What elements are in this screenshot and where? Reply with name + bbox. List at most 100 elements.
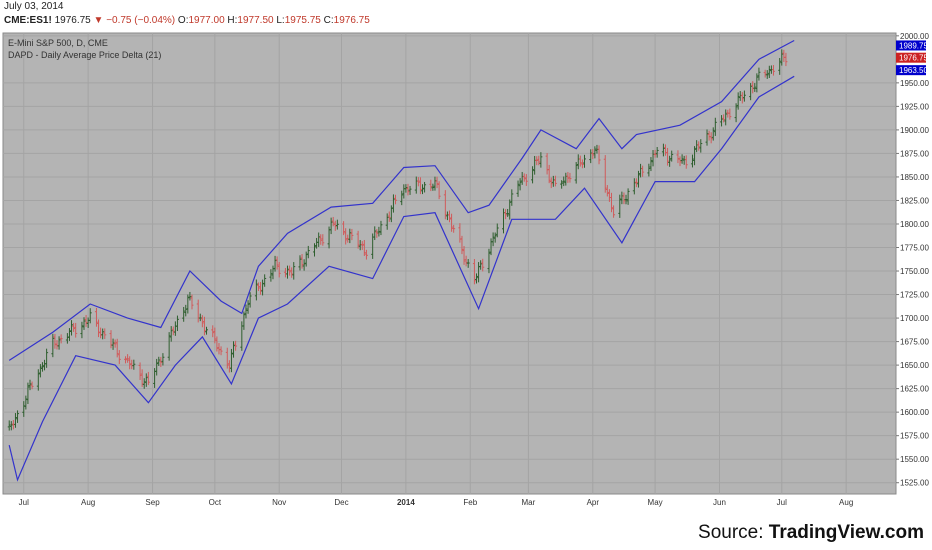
ohlc-bar [423, 181, 427, 193]
ohlc-bar [736, 92, 740, 110]
ohlc-bar [140, 369, 144, 387]
ohlc-bar [421, 184, 425, 195]
ohlc-bar [666, 147, 670, 166]
high-value: 1977.50 [237, 15, 274, 26]
ohlc-bar [53, 333, 57, 349]
y-tick-label: 1775.00 [900, 244, 929, 253]
x-tick-label: Jun [713, 498, 726, 507]
ohlc-bar [713, 117, 717, 136]
y-tick-label: 1700.00 [900, 314, 929, 323]
x-tick-label: Dec [334, 498, 348, 507]
y-tick-label: 1750.00 [900, 267, 929, 276]
price-marker-box [896, 65, 926, 76]
ohlc-bar [38, 364, 42, 378]
ohlc-bar [722, 114, 726, 123]
upper-band-line [8, 39, 795, 361]
ohlc-bar [350, 228, 354, 241]
ohlc-bar [780, 49, 784, 66]
ohlc-bar [466, 259, 470, 268]
ohlc-bar [28, 379, 32, 391]
ohlc-bar [394, 194, 398, 205]
ohlc-bar [144, 373, 148, 387]
indicator-title: DAPD - Daily Average Price Delta (21) [8, 50, 161, 60]
ohlc-bar [504, 209, 508, 220]
ohlc-bar [286, 265, 290, 279]
ohlc-bar [661, 143, 665, 157]
ohlc-bar [452, 224, 456, 233]
ohlc-bar [684, 155, 688, 169]
ohlc-bar [184, 304, 188, 317]
ohlc-bar [418, 177, 422, 195]
ohlc-bar [510, 189, 514, 206]
x-tick-label: Jul [777, 498, 787, 507]
y-tick-label: 1800.00 [900, 220, 929, 229]
ohlc-bar [605, 185, 609, 197]
price-marker: 1976.75 [896, 52, 928, 63]
ohlc-bar [111, 338, 115, 350]
y-tick-label: 1675.00 [900, 338, 929, 347]
ohlc-bar [508, 199, 512, 220]
ohlc-bar [580, 159, 584, 169]
ohlc-bar [574, 162, 578, 184]
ohlc-bar [711, 127, 715, 141]
plot-area[interactable] [2, 32, 897, 495]
ohlc-bar [275, 256, 279, 270]
ohlc-bar [321, 234, 325, 246]
last-price: 1976.75 [54, 15, 91, 26]
ohlc-bar [13, 413, 17, 428]
price-marker-label: 1963.50 [899, 66, 928, 75]
ohlc-bar [373, 226, 377, 241]
ohlc-bar [387, 211, 391, 222]
ohlc-bar [182, 306, 186, 322]
ohlc-bar [263, 274, 267, 287]
ohlc-bar [88, 308, 92, 324]
ohlc-bar [313, 243, 317, 257]
ohlc-bar [142, 378, 146, 389]
price-change: ▼ −0.75 (−0.04%) [93, 15, 176, 26]
ohlc-bar [16, 410, 20, 423]
ohlc-bar [167, 332, 171, 361]
ohlc-bar [124, 356, 128, 364]
ohlc-bar [302, 259, 306, 271]
ohlc-bar [242, 311, 246, 330]
y-tick-label: 1600.00 [900, 408, 929, 417]
y-tick-label: 1950.00 [900, 79, 929, 88]
ohlc-bar [26, 382, 30, 404]
ohlc-bar [344, 228, 348, 245]
low-value: 1975.75 [284, 15, 321, 26]
ohlc-bar [597, 145, 601, 165]
ohlc-bar [618, 194, 622, 218]
ohlc-bar [103, 328, 107, 339]
lower-band-line [8, 75, 795, 482]
ohlc-bar [375, 229, 379, 238]
ohlc-bar [379, 220, 383, 236]
ohlc-bar [670, 150, 674, 162]
ohlc-bar [537, 155, 541, 166]
ohlc-bar [155, 358, 159, 376]
source-name: TradingView.com [768, 522, 924, 543]
ohlc-bar [462, 246, 466, 265]
ohlc-bar [259, 281, 263, 295]
ohlc-bar [333, 220, 337, 231]
ohlc-bar [560, 180, 564, 189]
ohlc-bar [678, 156, 682, 167]
price-marker: 1989.75 [896, 40, 928, 51]
symbol-label[interactable]: CME:ES1! [4, 15, 52, 26]
ohlc-bar [146, 371, 150, 386]
ohlc-bar [244, 304, 248, 319]
ohlc-bar [360, 241, 364, 250]
ohlc-bar [516, 180, 520, 197]
ohlc-bar [724, 109, 728, 126]
ohlc-bar [612, 205, 616, 218]
ohlc-bar [36, 369, 40, 391]
ohlc-bar [435, 176, 439, 189]
ohlc-bar [763, 69, 767, 78]
ohlc-bar [699, 139, 703, 153]
ohlc-bar [385, 213, 389, 230]
ohlc-bar [319, 234, 323, 245]
ohlc-bar [132, 359, 136, 370]
ohlc-bar [778, 58, 782, 75]
price-chart[interactable]: E-Mini S&P 500, D, CME DAPD - Daily Aver… [0, 28, 932, 512]
ohlc-bar [495, 223, 499, 238]
ohlc-bar [356, 230, 360, 249]
